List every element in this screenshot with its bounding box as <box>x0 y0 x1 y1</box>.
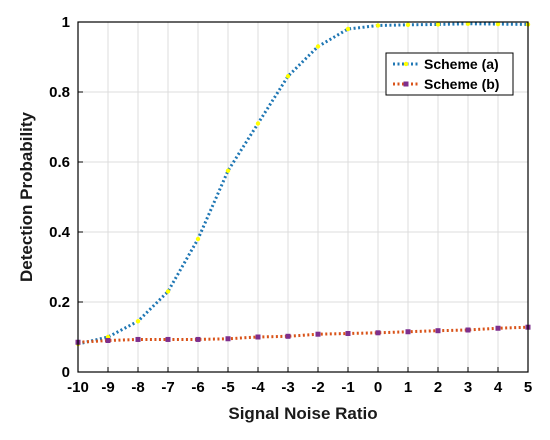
y-tick-label-5: 1 <box>62 14 70 31</box>
point-scheme-b-14 <box>495 325 501 331</box>
point-scheme-b-13 <box>465 327 471 333</box>
point-scheme-b-4 <box>195 336 201 342</box>
point-scheme-a-14 <box>495 21 501 27</box>
x-tick-labels: -10 -9 -8 -7 -6 -5 -4 -3 -2 -1 0 1 2 3 4 5 <box>67 367 532 396</box>
x-tick-label-15: 5 <box>524 379 532 396</box>
point-scheme-b-12 <box>435 328 441 334</box>
x-tick-label-10: 0 <box>374 379 382 396</box>
point-scheme-b-7 <box>285 333 291 339</box>
legend-box <box>385 52 514 96</box>
plot-frame <box>77 21 529 373</box>
x-tick-label-4: -6 <box>191 379 204 396</box>
legend-marker-scheme-b <box>403 81 409 87</box>
point-scheme-b-8 <box>315 331 321 337</box>
point-scheme-a-9 <box>345 26 351 32</box>
point-scheme-b-5 <box>225 336 231 342</box>
y-tick-label-1: 0.2 <box>49 294 70 311</box>
point-scheme-b-3 <box>165 336 171 342</box>
point-scheme-a-7 <box>285 74 291 79</box>
y-tick-label-0: 0 <box>62 364 70 381</box>
x-tick-label-13: 3 <box>464 379 472 396</box>
x-axis-label: Signal Noise Ratio <box>228 404 377 423</box>
series-line-scheme-a <box>77 22 529 346</box>
point-scheme-a-10 <box>375 23 381 28</box>
x-tick-label-8: -2 <box>311 379 324 396</box>
y-tick-labels: 0 0.2 0.4 0.6 0.8 1 <box>49 14 83 381</box>
x-tick-label-2: -8 <box>131 379 144 396</box>
point-scheme-a-3 <box>165 289 171 294</box>
point-scheme-a-11 <box>405 22 411 27</box>
x-tick-label-12: 2 <box>434 379 442 396</box>
point-scheme-b-2 <box>135 336 141 342</box>
y-tick-label-4: 0.8 <box>49 84 70 101</box>
y-axis-label: Detection Probability <box>17 111 36 282</box>
x-tick-label-11: 1 <box>404 379 412 396</box>
point-scheme-b-11 <box>405 329 411 335</box>
point-scheme-a-8 <box>315 44 321 49</box>
y-tick-label-2: 0.4 <box>49 224 71 241</box>
point-scheme-a-2 <box>135 319 141 324</box>
point-scheme-b-10 <box>375 330 381 336</box>
legend-label-scheme-b: Scheme (b) <box>424 76 499 92</box>
x-tick-label-9: -1 <box>341 379 354 396</box>
point-scheme-a-4 <box>195 236 201 242</box>
point-scheme-a-6 <box>255 121 261 126</box>
x-tick-label-0: -10 <box>67 379 89 396</box>
legend-marker-scheme-a <box>403 61 409 67</box>
point-scheme-b-1 <box>105 338 111 343</box>
point-scheme-a-12 <box>435 22 441 27</box>
x-tick-label-6: -4 <box>251 379 265 396</box>
legend: Scheme (a) Scheme (b) <box>385 52 514 96</box>
series-group <box>75 21 531 347</box>
series-line-scheme-b <box>77 325 529 344</box>
point-scheme-b-6 <box>255 334 261 340</box>
x-tick-label-14: 4 <box>494 379 503 396</box>
point-scheme-b-9 <box>345 331 351 336</box>
x-tick-label-7: -3 <box>281 379 294 396</box>
x-tick-label-1: -9 <box>101 379 114 396</box>
point-scheme-a-13 <box>465 21 471 26</box>
x-tick-label-3: -7 <box>161 379 174 396</box>
legend-label-scheme-a: Scheme (a) <box>424 56 499 72</box>
x-tick-label-5: -5 <box>221 379 234 396</box>
point-scheme-a-5 <box>225 168 231 173</box>
y-tick-label-3: 0.6 <box>49 154 70 171</box>
